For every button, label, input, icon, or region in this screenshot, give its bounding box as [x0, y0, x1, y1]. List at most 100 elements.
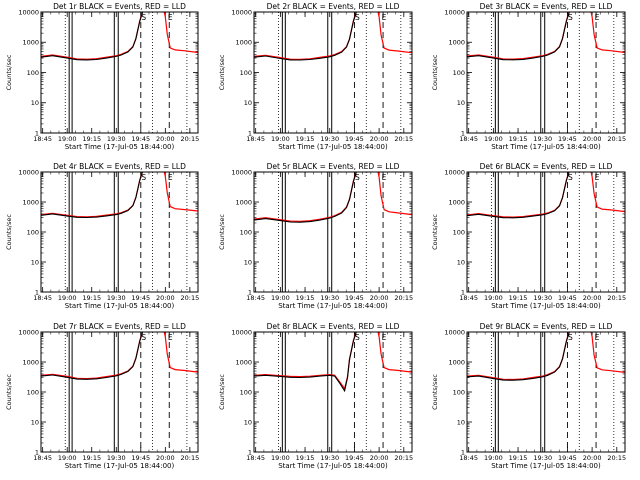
y-tick-label: 100	[240, 388, 252, 396]
annotation-e: E	[595, 13, 600, 22]
x-tick-label: 19:00	[271, 294, 290, 302]
x-tick-label: 19:30	[533, 454, 552, 462]
y-tick-label: 100	[453, 228, 465, 236]
marker-lines	[490, 332, 615, 452]
marker-lines	[64, 172, 188, 292]
x-tick-label: 19:45	[131, 294, 150, 302]
marker-lines	[277, 172, 402, 292]
lld-series-line	[254, 12, 412, 61]
plot-frame	[40, 11, 199, 134]
y-tick-label: 1000	[235, 198, 252, 206]
series-group	[467, 332, 625, 381]
y-tick-label: 1000	[235, 39, 252, 47]
x-tick-label: 18:45	[33, 294, 52, 302]
x-tick-label: 20:15	[394, 294, 413, 302]
x-tick-label: 20:00	[583, 454, 602, 462]
x-tick-label: 20:00	[156, 135, 175, 143]
lld-series-line	[254, 332, 412, 391]
y-tick-label: 100	[27, 228, 39, 236]
x-axis-label: Start Time (17-Jul-05 18:44:00)	[65, 143, 175, 151]
y-axis-label: Counts/sec	[218, 54, 226, 90]
x-tick-label: 19:30	[533, 294, 552, 302]
x-tick-label: 19:45	[345, 135, 364, 143]
plot-frame	[253, 171, 413, 293]
x-tick-label: 19:15	[82, 454, 101, 462]
x-tick-label: 19:15	[296, 135, 315, 143]
x-tick-label: 19:00	[484, 454, 503, 462]
x-tick-label: 19:15	[509, 294, 528, 302]
y-tick-label: 1	[248, 288, 252, 296]
y-tick-label: 1000	[448, 39, 465, 47]
y-axis-label: Counts/sec	[5, 374, 13, 410]
annotation-e: E	[168, 173, 173, 182]
y-tick-label: 1	[248, 129, 252, 137]
annotation-e: E	[595, 333, 600, 342]
x-axis-label: Start Time (17-Jul-05 18:44:00)	[278, 302, 388, 310]
lld-series-line	[254, 172, 412, 222]
events-series-line	[41, 332, 144, 380]
x-tick-label: 20:15	[394, 454, 413, 462]
x-tick-label: 19:45	[558, 294, 577, 302]
x-tick-label: 18:45	[246, 454, 265, 462]
chart-title: Det 5r BLACK = Events, RED = LLD	[267, 162, 400, 171]
y-tick-label: 10	[31, 258, 39, 266]
plot-frame	[253, 11, 413, 134]
chart-title: Det 6r BLACK = Events, RED = LLD	[480, 162, 613, 171]
lld-series-line	[41, 12, 198, 60]
x-tick-label: 19:45	[558, 454, 577, 462]
annotation-s: S	[141, 333, 146, 342]
x-axis-label: Start Time (17-Jul-05 18:44:00)	[491, 462, 601, 470]
y-tick-label: 1	[35, 129, 39, 137]
lld-series-line	[41, 172, 198, 218]
y-tick-label: 10	[31, 99, 39, 107]
marker-lines	[64, 332, 188, 452]
x-tick-label: 20:15	[180, 454, 199, 462]
x-tick-label: 19:45	[345, 454, 364, 462]
y-tick-label: 1000	[22, 358, 39, 366]
x-tick-label: 18:45	[33, 135, 52, 143]
x-tick-label: 20:15	[607, 294, 626, 302]
x-tick-label: 19:30	[320, 294, 339, 302]
annotation-s: S	[355, 173, 360, 182]
x-tick-label: 18:45	[459, 294, 478, 302]
annotation-s: S	[568, 13, 573, 22]
lld-series-line	[467, 332, 625, 381]
annotation-s: S	[355, 333, 360, 342]
y-tick-label: 100	[240, 228, 252, 236]
y-tick-label: 10000	[444, 328, 465, 336]
x-tick-label: 19:15	[509, 454, 528, 462]
events-series-line	[467, 332, 570, 381]
x-tick-label: 19:45	[345, 294, 364, 302]
x-tick-label: 19:15	[509, 135, 528, 143]
x-axis-label: Start Time (17-Jul-05 18:44:00)	[65, 302, 175, 310]
x-tick-label: 20:00	[583, 135, 602, 143]
events-series-line	[467, 12, 570, 61]
x-tick-label: 20:00	[583, 294, 602, 302]
y-axis-label: Counts/sec	[431, 214, 439, 250]
x-tick-label: 19:15	[82, 135, 101, 143]
chart-title: Det 7r BLACK = Events, RED = LLD	[53, 322, 186, 331]
annotation-e: E	[382, 173, 387, 182]
x-axis-label: Start Time (17-Jul-05 18:44:00)	[491, 143, 601, 151]
chart-panel-7: Det 7r BLACK = Events, RED = LLD 1 10 100 10…	[5, 322, 199, 470]
y-tick-label: 10000	[18, 328, 39, 336]
x-tick-label: 19:45	[558, 135, 577, 143]
y-tick-label: 10000	[444, 8, 465, 16]
chart-title: Det 4r BLACK = Events, RED = LLD	[53, 162, 186, 171]
annotation-s: S	[355, 13, 360, 22]
x-tick-label: 20:15	[180, 294, 199, 302]
x-tick-label: 20:00	[156, 294, 175, 302]
annotation-s: S	[141, 13, 146, 22]
x-tick-label: 20:00	[370, 294, 389, 302]
x-tick-label: 19:30	[320, 135, 339, 143]
x-tick-label: 18:45	[459, 454, 478, 462]
series-group	[41, 172, 198, 219]
x-tick-label: 19:00	[271, 454, 290, 462]
y-tick-label: 100	[240, 69, 252, 77]
y-tick-label: 100	[453, 69, 465, 77]
y-tick-label: 10000	[231, 168, 252, 176]
annotation-e: E	[382, 333, 387, 342]
y-tick-label: 10000	[18, 168, 39, 176]
lld-series-line	[467, 12, 625, 60]
chart-title: Det 3r BLACK = Events, RED = LLD	[480, 2, 613, 11]
